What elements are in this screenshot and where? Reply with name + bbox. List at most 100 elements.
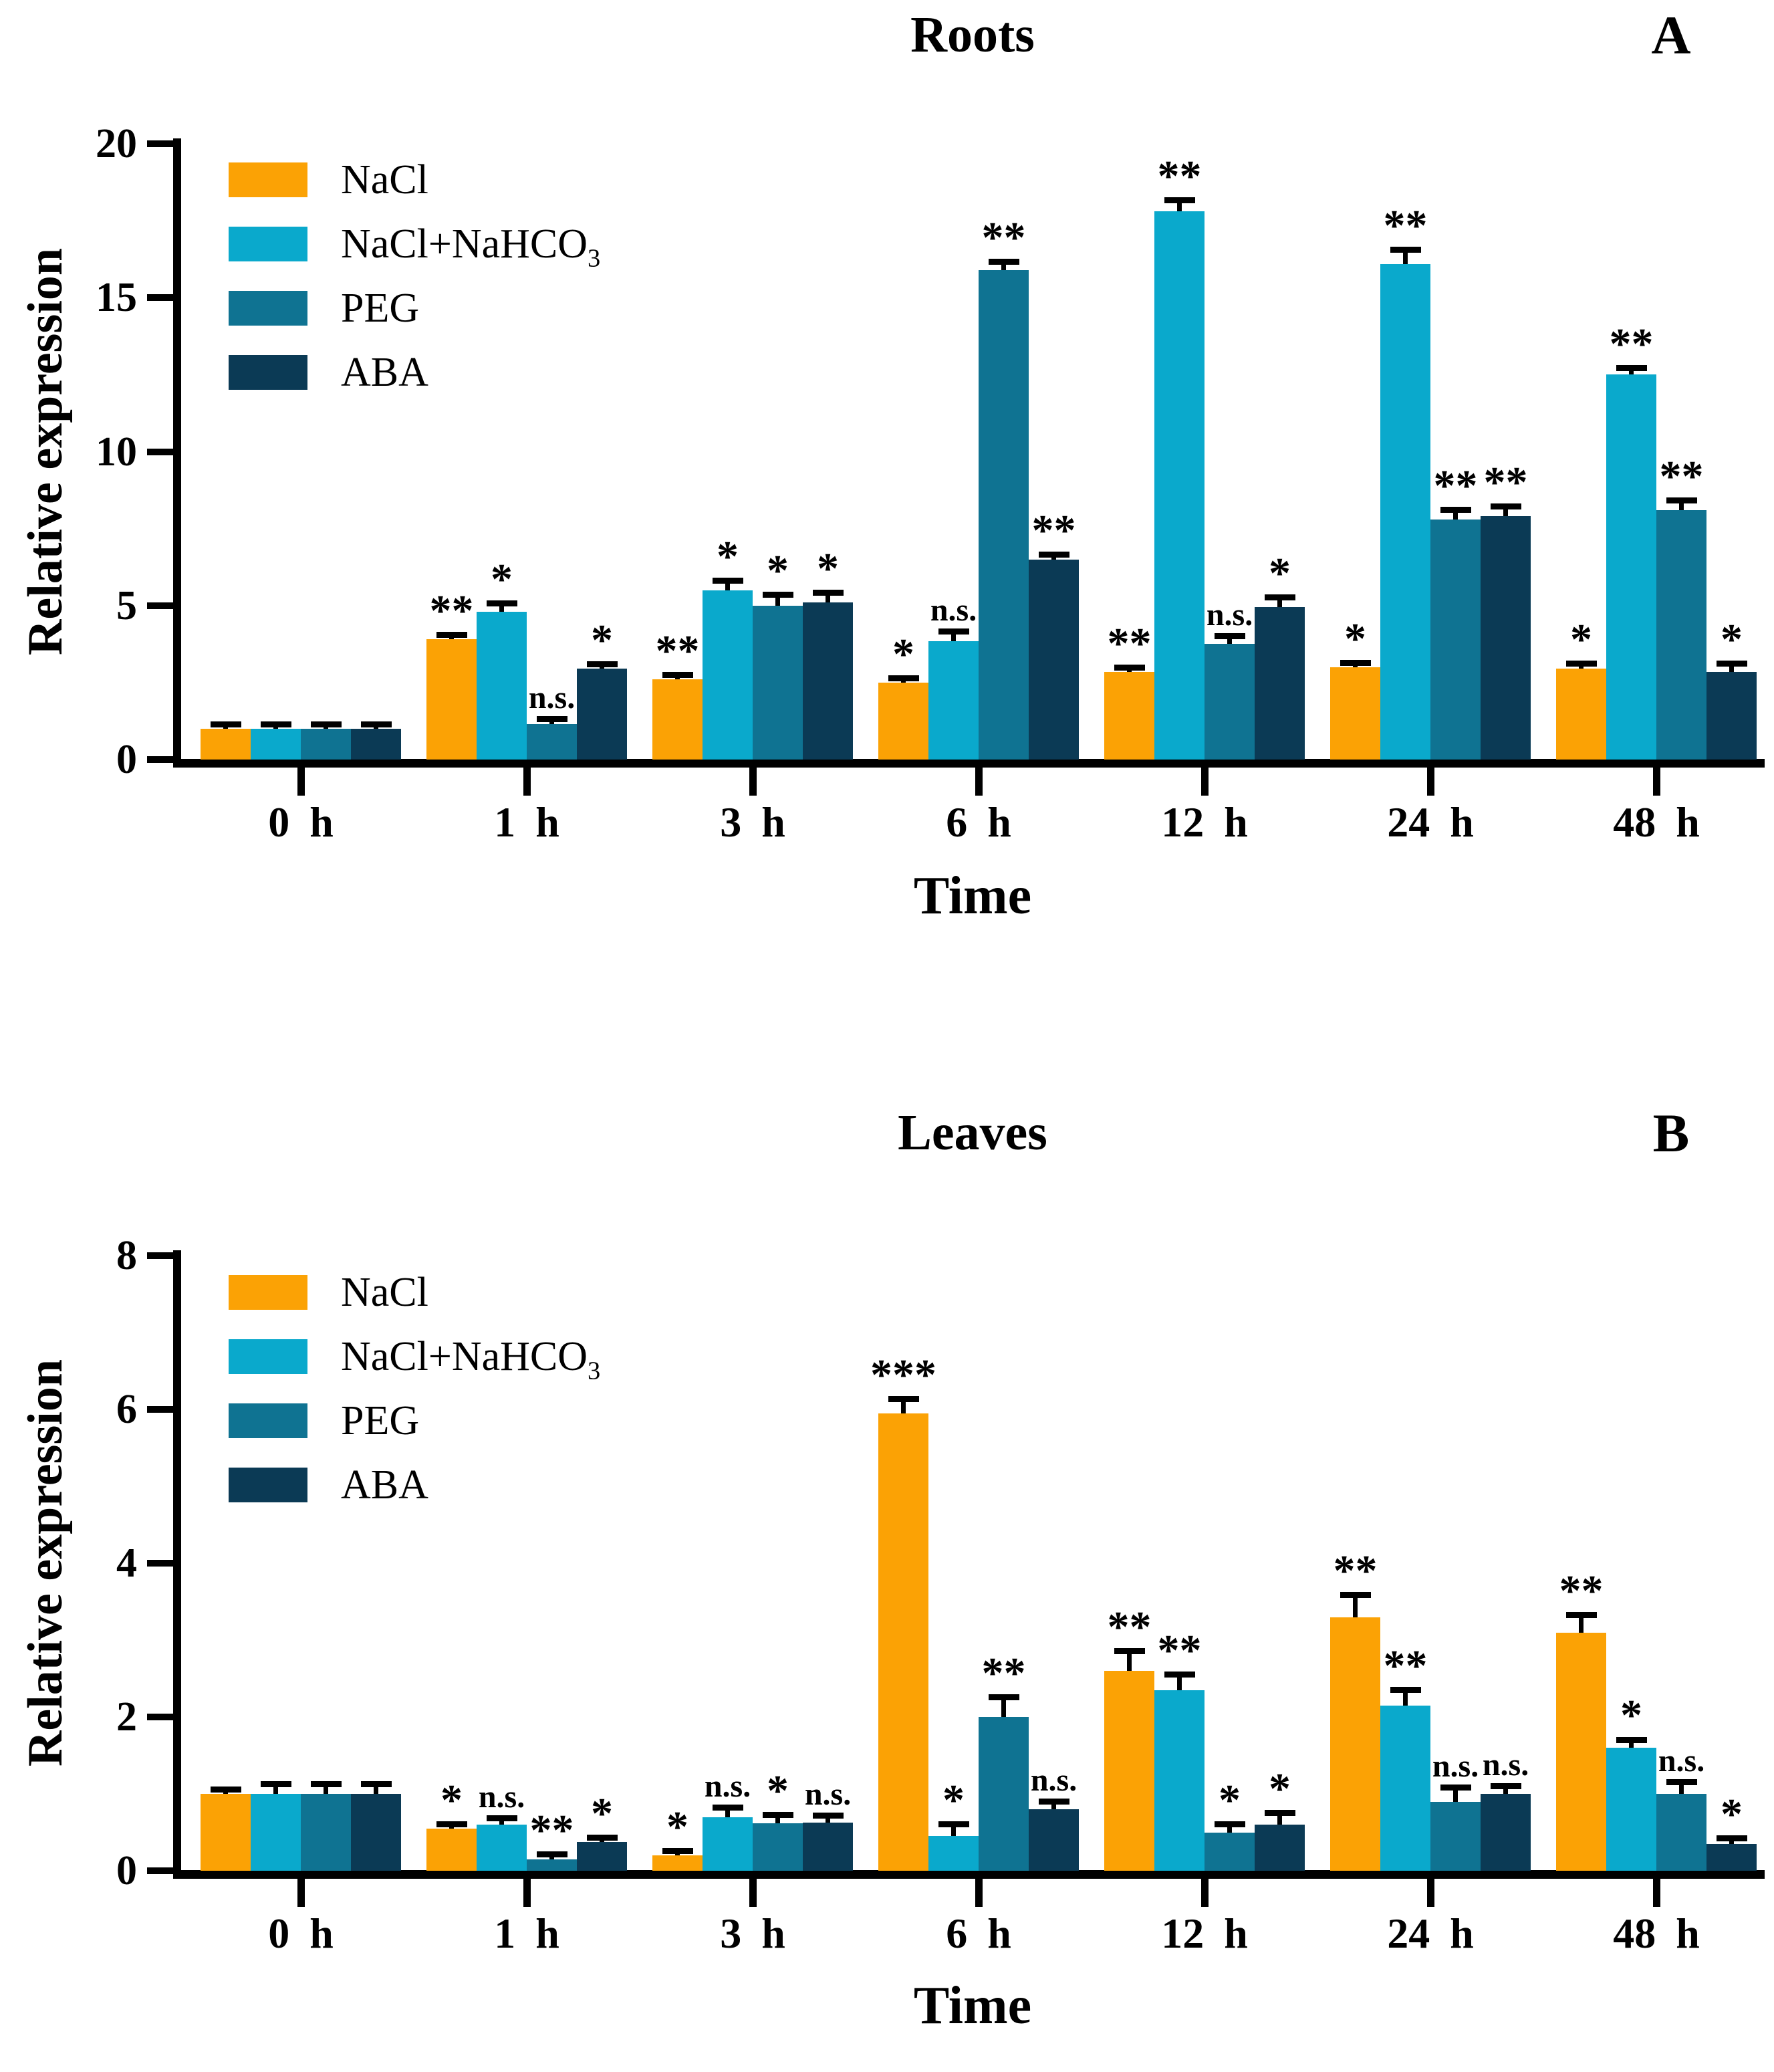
x-axis-title: Time <box>913 867 1032 925</box>
bar-PEG <box>301 1794 351 1871</box>
error-bar-cap <box>1565 1612 1597 1619</box>
legend-label: PEG <box>341 285 420 331</box>
error-bar-cap <box>1264 1809 1295 1816</box>
significance-label: ** <box>1157 152 1202 201</box>
significance-label: * <box>892 629 914 679</box>
bar-NaCl <box>878 682 928 760</box>
x-tick-label: 12 h <box>1161 1910 1248 1957</box>
significance-label: * <box>1344 614 1366 663</box>
legend-swatch-nacl-nahco3 <box>229 227 307 261</box>
error-bar <box>1453 1787 1458 1802</box>
bar-PEG <box>1430 1801 1481 1871</box>
error-bar-cap <box>1666 1778 1697 1785</box>
error-bar <box>1579 1615 1583 1633</box>
error-bar-cap <box>888 1396 919 1403</box>
bar-ABA <box>803 1822 853 1871</box>
significance-label: * <box>491 555 513 604</box>
significance-label: * <box>767 1766 789 1816</box>
error-bar <box>1453 510 1458 520</box>
significance-label: ** <box>429 586 474 636</box>
error-bar-cap <box>586 1835 618 1841</box>
bar-NaCl <box>1330 1617 1380 1871</box>
error-bar <box>1503 1786 1508 1794</box>
y-tick <box>147 756 174 763</box>
error-bar <box>951 1825 956 1837</box>
y-tick <box>147 448 174 455</box>
error-bar <box>1277 598 1282 608</box>
error-bar-cap <box>662 1848 693 1854</box>
y-tick-label: 15 <box>96 275 137 321</box>
legend-item: PEG <box>229 287 600 329</box>
bar-NaCl <box>426 639 477 760</box>
y-tick-label: 20 <box>96 121 137 166</box>
legend-item: NaCl <box>229 1272 600 1313</box>
x-tick <box>523 768 531 796</box>
x-tick <box>1653 768 1660 796</box>
bar-NaCl+NaHCO3 <box>251 728 301 760</box>
bar-NaCl+NaHCO3 <box>1606 1748 1656 1871</box>
bar-NaCl <box>201 1794 251 1871</box>
error-bar-cap <box>1340 659 1371 666</box>
bar-PEG <box>1205 644 1255 760</box>
error-bar <box>1353 1595 1358 1617</box>
x-tick-label: 48 h <box>1613 798 1700 846</box>
error-bar-cap <box>712 1804 743 1811</box>
legend-swatch-nacl <box>229 1275 307 1310</box>
error-bar <box>1729 664 1734 672</box>
error-bar-cap <box>1114 664 1145 671</box>
error-bar-cap <box>1390 1686 1421 1693</box>
legend-label: NaCl+NaHCO3 <box>341 221 601 273</box>
error-bar <box>273 1785 278 1794</box>
y-tick <box>147 1867 174 1874</box>
bar-NaCl <box>878 1413 928 1871</box>
x-tick <box>975 1879 983 1907</box>
bar-PEG <box>1205 1832 1255 1871</box>
error-bar-cap <box>260 721 291 727</box>
plot-area-leaves: 0 2 4 6 8 0 h 1 h * n.s. ** * 3 h * n.s. * n.s. 6 h *** * ** n.s… <box>116 1235 1765 1955</box>
significance-label: * <box>1269 549 1291 598</box>
significance-label: n.s. <box>1482 1746 1529 1782</box>
x-tick <box>975 768 983 796</box>
significance-label: * <box>1721 1789 1743 1839</box>
error-bar-cap <box>762 591 793 598</box>
bar-NaCl+NaHCO3 <box>1154 1690 1205 1871</box>
error-bar <box>374 1785 378 1794</box>
bar-PEG <box>527 724 577 760</box>
significance-label: ** <box>1031 505 1076 555</box>
bar-ABA <box>1706 671 1757 760</box>
significance-label: n.s. <box>1658 1742 1705 1778</box>
error-bar-cap <box>938 628 969 635</box>
significance-label: * <box>767 546 789 595</box>
error-bar-cap <box>1114 1648 1145 1655</box>
error-bar-cap <box>586 661 618 668</box>
legend-swatch-aba <box>229 1468 307 1502</box>
bar-NaCl <box>652 1855 703 1871</box>
error-bar-cap <box>360 1781 392 1788</box>
error-bar <box>324 1785 328 1794</box>
significance-label: n.s. <box>1206 596 1253 632</box>
x-tick <box>1201 768 1209 796</box>
error-bar-cap <box>762 1812 793 1819</box>
y-tick <box>147 1714 174 1720</box>
x-tick-label: 24 h <box>1387 1910 1474 1957</box>
legend-swatch-peg <box>229 1403 307 1438</box>
x-tick-label: 48 h <box>1613 1910 1700 1957</box>
error-bar <box>499 1818 504 1825</box>
bar-ABA <box>351 728 401 760</box>
error-bar-cap <box>1616 365 1647 372</box>
significance-label: ** <box>1383 1641 1428 1690</box>
chart-title: Leaves <box>898 1105 1047 1161</box>
error-bar <box>1679 501 1684 510</box>
bar-PEG <box>979 1717 1029 1871</box>
bar-NaCl <box>1104 1671 1154 1871</box>
bar-PEG <box>1430 519 1481 760</box>
bar-PEG <box>1656 1794 1706 1871</box>
error-bar-cap <box>210 1787 241 1793</box>
legend-label: NaCl <box>341 157 428 203</box>
error-bar <box>1503 507 1508 517</box>
error-bar-cap <box>988 259 1019 265</box>
legend-item: PEG <box>229 1400 600 1442</box>
